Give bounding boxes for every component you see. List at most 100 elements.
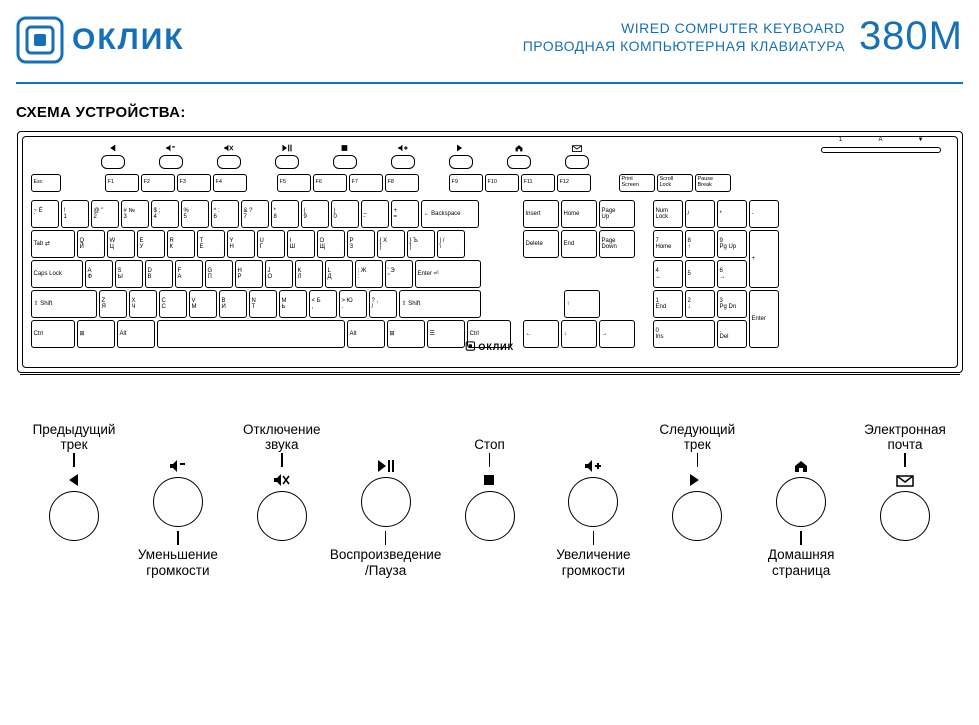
keyboard-inner: 1 A ▼ Esc F1F2F3F4 F5F6F7F8 F9F10F11F12 …	[22, 136, 958, 368]
key: UГ	[257, 230, 285, 258]
pipe-icon	[697, 453, 699, 467]
subtitle: WIRED COMPUTER KEYBOARD ПРОВОДНАЯ КОМПЬЮ…	[523, 16, 845, 55]
legend-label: Увеличениегромкости	[556, 547, 630, 578]
prev-icon	[63, 471, 85, 489]
key-f10: F10	[485, 174, 519, 192]
key-f12: F12	[557, 174, 591, 192]
key: KЛ	[295, 260, 323, 288]
subtitle-ru: ПРОВОДНАЯ КОМПЬЮТЕРНАЯ КЛАВИАТУРА	[523, 38, 845, 56]
key: RК	[167, 230, 195, 258]
key-down: ↓	[561, 320, 597, 348]
key-home: Home	[561, 200, 597, 228]
key: ~ Ё`	[31, 200, 59, 228]
keyboard-diagram: 1 A ▼ Esc F1F2F3F4 F5F6F7F8 F9F10F11F12 …	[17, 131, 963, 373]
key-left: ←	[523, 320, 559, 348]
legend-label: Стоп	[474, 419, 505, 453]
media-mute-button	[217, 155, 241, 169]
legend-item-mute: Отключениезвука	[234, 419, 330, 541]
legend-item-vol-up: Увеличениегромкости	[545, 419, 641, 578]
key: < Б,	[309, 290, 337, 318]
nav-cluster: InsertHomePageUpDeleteEndPageDown↑←↓→	[523, 200, 641, 348]
key: IШ	[287, 230, 315, 258]
legend-item-play-pause: Воспроизведение/Пауза	[338, 419, 434, 578]
home-icon	[513, 144, 525, 154]
media-stop-button	[333, 155, 357, 169]
subtitle-en: WIRED COMPUTER KEYBOARD	[523, 20, 845, 38]
legend-row: Предыдущийтрек Уменьшениегромкости Отклю…	[26, 419, 953, 578]
legend-item-prev: Предыдущийтрек	[26, 419, 122, 541]
key: YН	[227, 230, 255, 258]
media-vol-down-button	[159, 155, 183, 169]
led-1: 1	[839, 137, 842, 143]
key: +=	[391, 200, 419, 228]
spacebar-brand: ОКЛИК	[465, 341, 514, 352]
key-num-dot: .Del	[717, 320, 747, 348]
key-f7: F7	[349, 174, 383, 192]
media-mail-button	[565, 155, 589, 169]
mute-icon	[271, 471, 293, 489]
brand-logo-icon	[16, 16, 64, 64]
key-delete: Delete	[523, 230, 559, 258]
key-num-op: -	[749, 200, 779, 228]
media-vol-up-button	[391, 155, 415, 169]
play-pause-icon	[281, 144, 293, 154]
stop-icon	[479, 471, 501, 489]
key: MЬ	[279, 290, 307, 318]
legend-button-circle	[776, 477, 826, 527]
legend-item-stop: Стоп	[442, 419, 538, 541]
key-num-plus: +	[749, 230, 779, 288]
legend-button-circle	[880, 491, 930, 541]
spacebar-logo-icon	[465, 341, 475, 351]
pipe-icon	[73, 453, 75, 467]
brand-text: ОКЛИК	[72, 23, 185, 57]
legend-button-circle	[153, 477, 203, 527]
vol-up-icon	[582, 457, 604, 475]
key-num: 6→	[717, 260, 747, 288]
key-scroll: ScrollLock	[657, 174, 693, 192]
next-icon	[686, 471, 708, 489]
key-num: 1End	[653, 290, 683, 318]
legend-label: Электроннаяпочта	[864, 419, 946, 453]
key: WЦ	[107, 230, 135, 258]
header: ОКЛИК WIRED COMPUTER KEYBOARD ПРОВОДНАЯ …	[16, 16, 963, 76]
legend-label: Уменьшениегромкости	[138, 547, 218, 578]
key-rshift: ⇧ Shift	[399, 290, 481, 318]
key: GП	[205, 260, 233, 288]
pipe-icon	[593, 531, 595, 545]
key-num: 9Pg Up	[717, 230, 747, 258]
key-f4: F4	[213, 174, 247, 192]
fn-group-1: F1F2F3F4	[105, 174, 247, 192]
fn-row: Esc F1F2F3F4 F5F6F7F8 F9F10F11F12 PrintS…	[31, 174, 949, 192]
key-f3: F3	[177, 174, 211, 192]
fn-group-3: F9F10F11F12	[449, 174, 591, 192]
vol-down-icon	[165, 144, 177, 154]
key-num: 8↑	[685, 230, 715, 258]
media-play-pause-button	[275, 155, 299, 169]
home-icon	[790, 457, 812, 475]
key: $ ;4	[151, 200, 179, 228]
key-up: ↑	[564, 290, 600, 318]
key-f1: F1	[105, 174, 139, 192]
key-insert: Insert	[523, 200, 559, 228]
legend-label: Домашняястраница	[768, 547, 835, 578]
key: SЫ	[115, 260, 143, 288]
legend-label: Следующийтрек	[659, 419, 735, 453]
header-right: WIRED COMPUTER KEYBOARD ПРОВОДНАЯ КОМПЬЮ…	[523, 16, 963, 56]
legend-button-circle	[465, 491, 515, 541]
key-pagedown: PageDown	[599, 230, 635, 258]
key-num-op: *	[717, 200, 747, 228]
legend-label: Воспроизведение/Пауза	[330, 547, 441, 578]
main-rows: ~ Ё`!1@ "2# №3$ ;4%5^ :6& ?7* 8( 9) 0_-+…	[31, 200, 949, 348]
numpad-cluster: NumLock/*-7Home8↑9Pg Up4←56→+1End2↓3Pg D…	[653, 200, 779, 348]
page: ОКЛИК WIRED COMPUTER KEYBOARD ПРОВОДНАЯ …	[0, 0, 979, 578]
legend-label: Отключениезвука	[243, 419, 321, 453]
brand: ОКЛИК	[16, 16, 185, 64]
mail-icon	[894, 471, 916, 489]
vol-up-icon	[397, 144, 409, 154]
key-f6: F6	[313, 174, 347, 192]
key-pageup: PageUp	[599, 200, 635, 228]
key: ? ,/	[369, 290, 397, 318]
key-bottom-1: ⊞	[77, 320, 115, 348]
key-bottom-2: Alt	[117, 320, 155, 348]
key: } Ъ]	[407, 230, 435, 258]
